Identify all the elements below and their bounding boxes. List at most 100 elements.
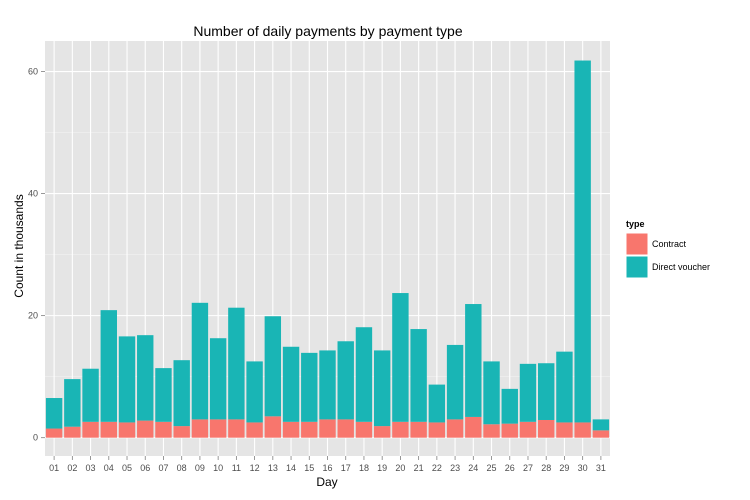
legend-key-direct-voucher <box>625 255 649 279</box>
y-tick-label: 40 <box>28 189 38 199</box>
legend-title: type <box>626 219 645 229</box>
bar-direct-voucher-22 <box>428 384 446 423</box>
x-tick-label: 19 <box>377 463 387 473</box>
bar-contract-02 <box>64 426 81 438</box>
bar-direct-voucher-15 <box>301 352 318 422</box>
bars <box>45 60 610 438</box>
x-tick-label: 18 <box>359 463 369 473</box>
bar-contract-19 <box>373 426 391 438</box>
x-tick-label: 26 <box>505 463 515 473</box>
bar-direct-voucher-04 <box>100 310 117 422</box>
x-tick-label: 20 <box>395 463 405 473</box>
bar-contract-05 <box>118 422 136 438</box>
bar-direct-voucher-25 <box>483 361 500 425</box>
bar-direct-voucher-13 <box>264 316 282 417</box>
x-tick-label: 06 <box>140 463 150 473</box>
bar-contract-24 <box>465 416 482 438</box>
bar-direct-voucher-31 <box>592 419 610 431</box>
x-tick-label: 07 <box>158 463 168 473</box>
bar-contract-14 <box>282 421 300 438</box>
bar-contract-28 <box>538 419 555 438</box>
bar-contract-12 <box>246 422 263 438</box>
bar-contract-17 <box>337 419 354 438</box>
x-tick-label: 08 <box>177 463 187 473</box>
bar-contract-18 <box>355 421 373 438</box>
bar-direct-voucher-03 <box>82 368 99 422</box>
bar-direct-voucher-05 <box>118 336 136 423</box>
bar-contract-29 <box>556 422 573 438</box>
bar-direct-voucher-11 <box>228 307 245 420</box>
bar-contract-15 <box>301 421 318 438</box>
bar-contract-08 <box>173 426 190 438</box>
x-tick-label: 29 <box>559 463 569 473</box>
bar-direct-voucher-23 <box>446 344 464 420</box>
x-tick-label: 24 <box>468 463 478 473</box>
bar-contract-01 <box>45 428 63 438</box>
x-tick-label: 16 <box>322 463 332 473</box>
bar-direct-voucher-12 <box>246 361 263 423</box>
bar-direct-voucher-24 <box>465 304 482 417</box>
x-tick-label: 14 <box>286 463 296 473</box>
y-tick-label: 0 <box>33 433 38 443</box>
bar-contract-13 <box>264 416 282 438</box>
bar-direct-voucher-26 <box>501 388 518 424</box>
x-tick-label: 13 <box>268 463 278 473</box>
bar-direct-voucher-21 <box>410 329 427 422</box>
bar-direct-voucher-17 <box>337 341 354 420</box>
legend: type Contract Direct voucher <box>625 219 710 279</box>
bar-contract-25 <box>483 424 500 438</box>
bar-contract-23 <box>446 419 464 438</box>
bar-direct-voucher-07 <box>155 368 172 422</box>
x-tick-label: 05 <box>122 463 132 473</box>
legend-key-contract <box>625 232 649 256</box>
bar-direct-voucher-19 <box>373 350 391 427</box>
x-tick-label: 04 <box>104 463 114 473</box>
bar-direct-voucher-20 <box>392 293 409 422</box>
y-axis: 0 20 40 60 <box>28 67 45 443</box>
x-tick-label: 09 <box>195 463 205 473</box>
bar-contract-21 <box>410 421 427 438</box>
legend-label: Contract <box>652 239 687 249</box>
bar-contract-07 <box>155 421 172 438</box>
bar-direct-voucher-30 <box>574 60 591 423</box>
x-tick-label: 21 <box>414 463 424 473</box>
bar-direct-voucher-02 <box>64 379 81 427</box>
x-tick-label: 11 <box>232 463 241 473</box>
x-tick-label: 10 <box>213 463 223 473</box>
x-tick-label: 28 <box>541 463 551 473</box>
bar-contract-06 <box>137 420 154 438</box>
bar-direct-voucher-08 <box>173 360 190 427</box>
x-tick-label: 30 <box>578 463 588 473</box>
bar-direct-voucher-18 <box>355 327 373 422</box>
x-axis: 01 02 03 04 05 06 07 08 09 10 11 12 13 14 15 16 17 18 19 20… <box>49 456 606 473</box>
bar-direct-voucher-14 <box>282 346 300 422</box>
bar-direct-voucher-10 <box>209 338 227 420</box>
bar-contract-27 <box>519 421 537 438</box>
x-tick-label: 25 <box>487 463 497 473</box>
x-tick-label: 03 <box>86 463 96 473</box>
x-tick-label: 27 <box>523 463 533 473</box>
x-tick-label: 31 <box>596 463 606 473</box>
x-tick-label: 23 <box>450 463 460 473</box>
bar-contract-26 <box>501 423 518 438</box>
bar-contract-22 <box>428 422 446 438</box>
bar-contract-11 <box>228 419 245 438</box>
x-tick-label: 02 <box>67 463 77 473</box>
bar-direct-voucher-29 <box>556 351 573 423</box>
x-tick-label: 22 <box>432 463 442 473</box>
bar-direct-voucher-28 <box>538 363 555 420</box>
bar-direct-voucher-16 <box>319 350 336 420</box>
bar-contract-09 <box>191 419 209 438</box>
bar-contract-31 <box>592 430 610 438</box>
x-tick-label: 17 <box>341 463 351 473</box>
bar-direct-voucher-27 <box>519 363 537 422</box>
x-tick-label: 01 <box>49 463 59 473</box>
bar-contract-30 <box>574 422 591 438</box>
y-tick-label: 60 <box>28 67 38 77</box>
bar-direct-voucher-09 <box>191 302 209 420</box>
bar-contract-20 <box>392 421 409 438</box>
bar-contract-04 <box>100 421 117 438</box>
bar-direct-voucher-01 <box>45 398 63 429</box>
bar-contract-16 <box>319 419 336 438</box>
